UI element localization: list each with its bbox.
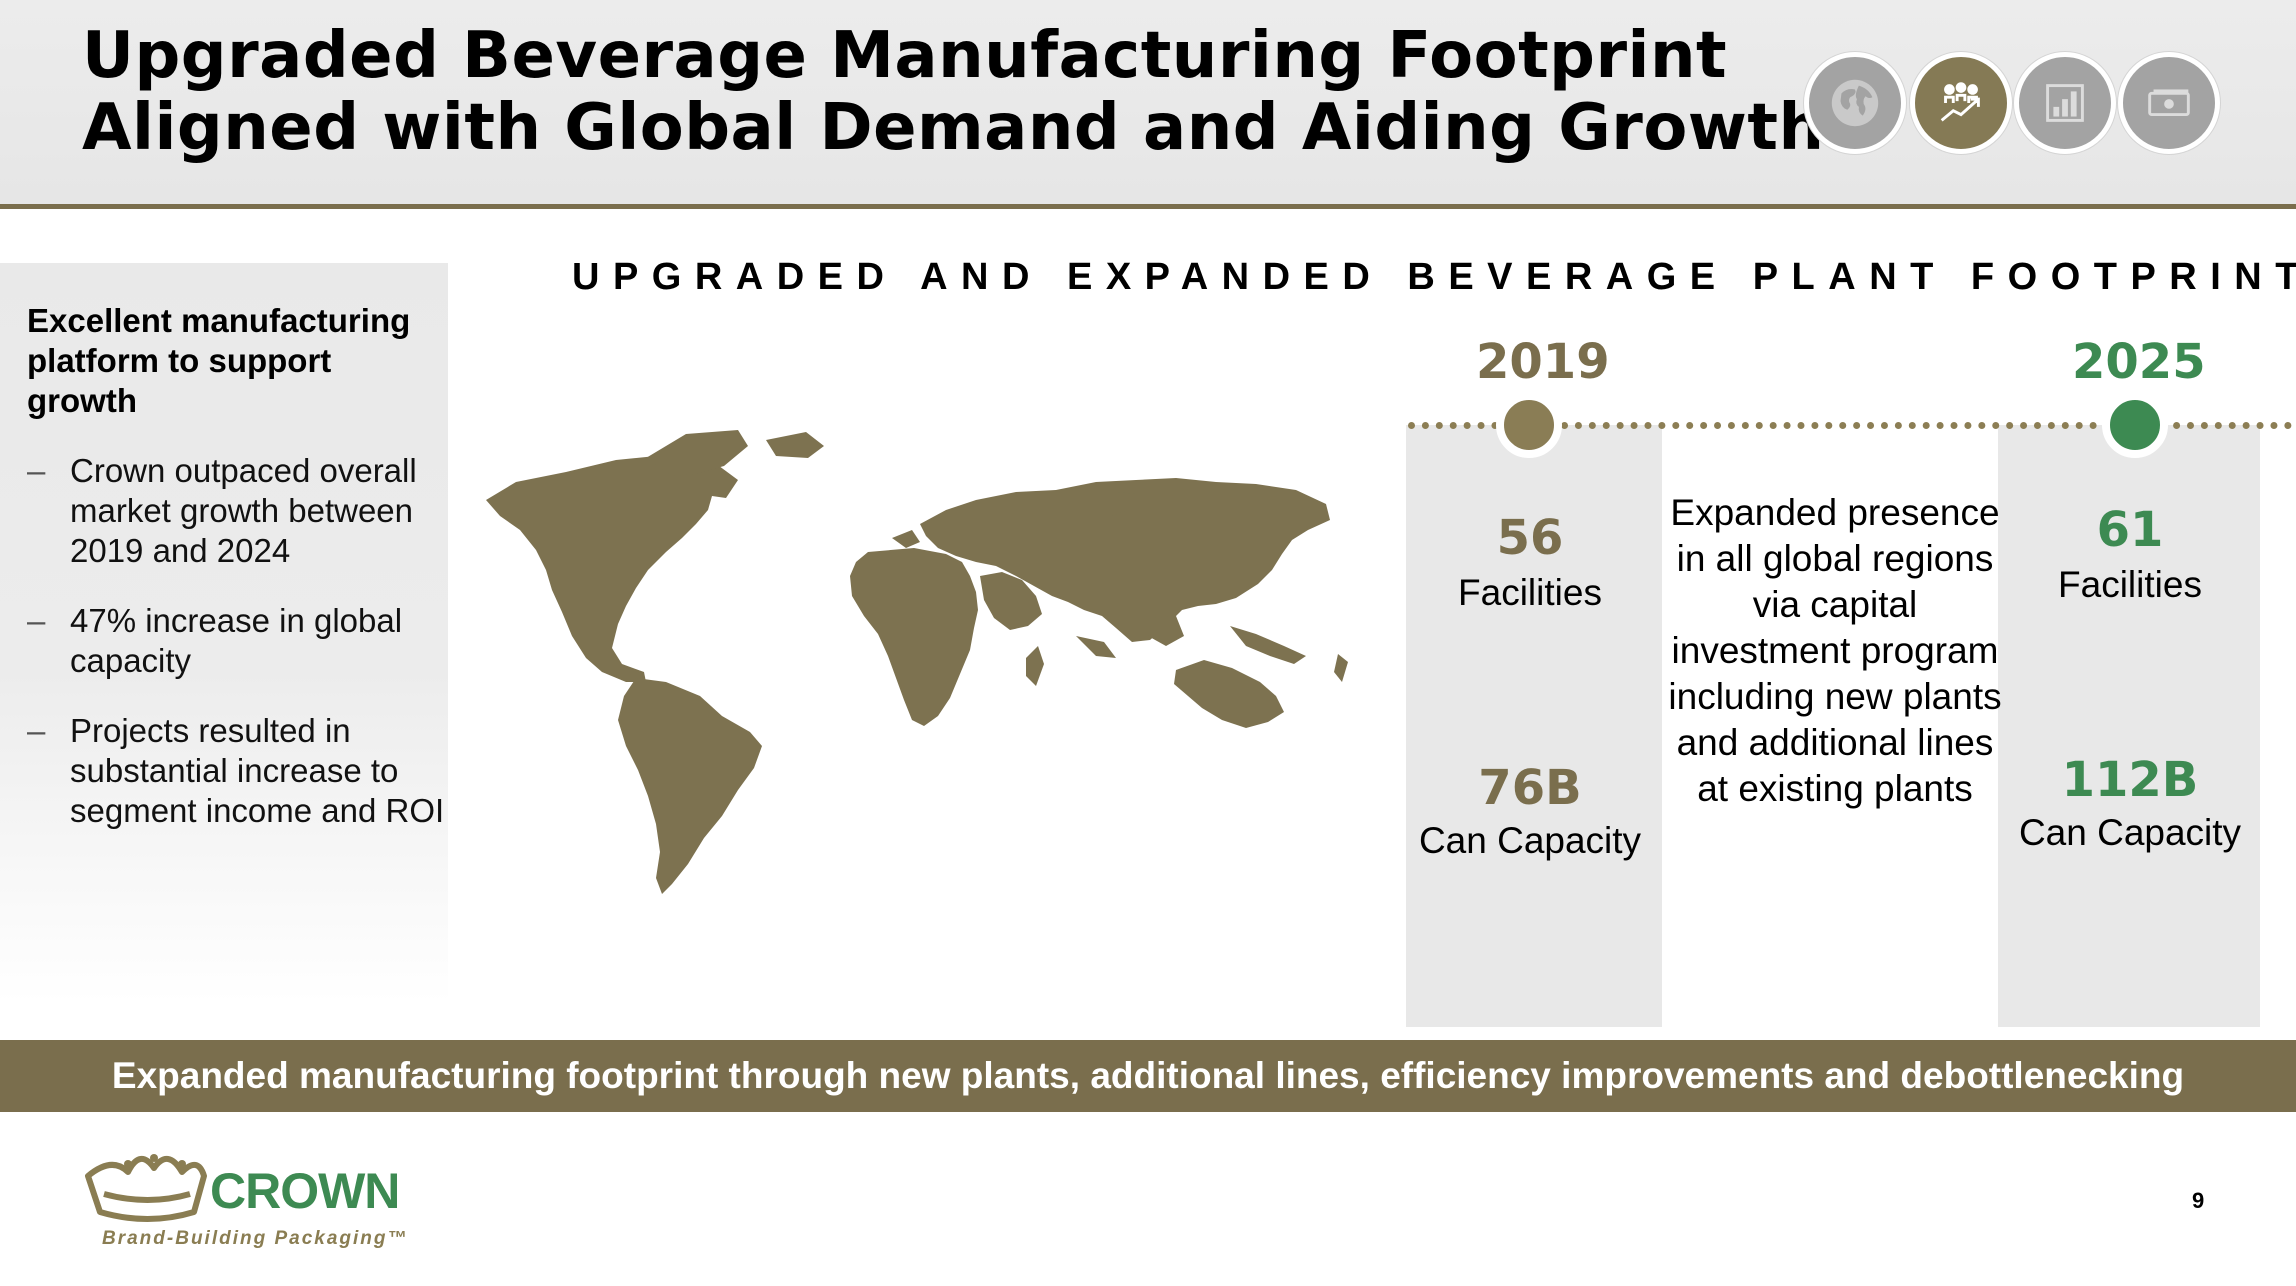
money-icon[interactable] bbox=[2118, 52, 2220, 154]
brand-tagline: Brand-Building Packaging™ bbox=[102, 1228, 409, 1249]
section-title: UPGRADED AND EXPANDED BEVERAGE PLANT FOO… bbox=[572, 256, 2296, 298]
capacity-2019-label: Can Capacity bbox=[1418, 820, 1642, 861]
facilities-2019-label: Facilities bbox=[1458, 572, 1602, 613]
year-2019-label: 2019 bbox=[1476, 334, 1610, 390]
page-title: Upgraded Beverage Manufacturing Footprin… bbox=[82, 20, 1832, 164]
facilities-2025-label: Facilities bbox=[2058, 564, 2202, 605]
title-line-2: Aligned with Global Demand and Aiding Gr… bbox=[82, 91, 1825, 165]
year-2025-label: 2025 bbox=[2072, 334, 2206, 390]
dash-icon: – bbox=[27, 452, 46, 489]
capacity-2025-value: 112B bbox=[2061, 752, 2199, 808]
sidebar-heading: Excellent manufacturing platform to supp… bbox=[27, 302, 411, 419]
globe-icon[interactable] bbox=[1804, 52, 1906, 154]
world-map bbox=[486, 430, 1348, 894]
capacity-2019-value: 76B bbox=[1478, 760, 1582, 816]
dash-icon: – bbox=[27, 712, 46, 749]
bullet-text: Crown outpaced overall market growth bet… bbox=[70, 452, 417, 569]
dash-icon: – bbox=[27, 602, 46, 639]
column-2019 bbox=[1406, 425, 1662, 1027]
crown-logo-icon bbox=[85, 1154, 207, 1222]
timeline-marker-2019 bbox=[1496, 392, 1562, 458]
page-number: 9 bbox=[2192, 1188, 2205, 1213]
bullet-text: 47% increase in global capacity bbox=[70, 602, 403, 679]
expansion-description: Expanded presence in all global regions … bbox=[1668, 492, 2002, 809]
capacity-2025-label: Can Capacity bbox=[2018, 812, 2242, 853]
bar-chart-icon[interactable] bbox=[2014, 52, 2116, 154]
sidebar-panel: Excellent manufacturing platform to supp… bbox=[0, 263, 448, 1003]
header: Upgraded Beverage Manufacturing Footprin… bbox=[0, 0, 2296, 209]
brand-name: CROWN bbox=[210, 1163, 400, 1219]
column-2025 bbox=[1998, 425, 2260, 1027]
facilities-2019-value: 56 bbox=[1496, 510, 1564, 566]
timeline-dotted-line bbox=[1408, 422, 2292, 429]
people-growth-icon[interactable] bbox=[1910, 52, 2012, 154]
summary-banner: Expanded manufacturing footprint through… bbox=[0, 1040, 2296, 1112]
timeline-marker-2025 bbox=[2102, 392, 2168, 458]
title-line-1: Upgraded Beverage Manufacturing Footprin… bbox=[82, 19, 1728, 93]
bullet-text: Projects resulted in substantial increas… bbox=[70, 712, 445, 829]
facilities-2025-value: 61 bbox=[2096, 502, 2164, 558]
